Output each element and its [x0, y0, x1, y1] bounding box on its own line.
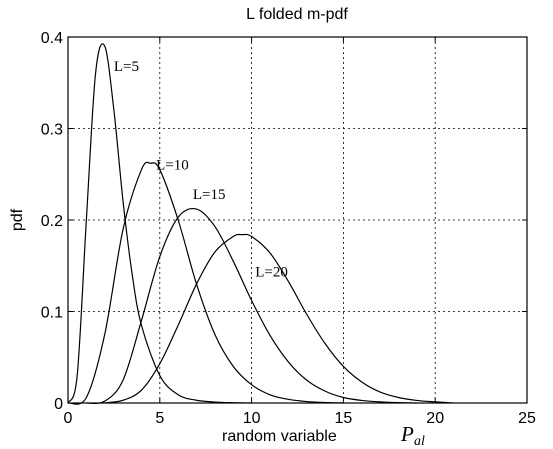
series-line-l15	[86, 207, 417, 404]
curve-label-l5: L=5	[114, 59, 139, 75]
x-tick-label: 15	[335, 410, 353, 427]
y-axis-label: pdf	[9, 208, 26, 231]
y-tick-label: 0	[54, 396, 63, 413]
axis-ticks: 0 5 10 15 20 25 0 0.1 0.2 0.3 0.4	[41, 30, 536, 427]
series-line-l5	[67, 43, 252, 404]
y-tick-label: 0.3	[41, 122, 63, 139]
y-tick-label: 0.1	[41, 305, 63, 322]
series-curves	[67, 43, 454, 405]
x-axis-symbol: P	[400, 422, 414, 446]
y-tick-label: 0.2	[41, 213, 63, 230]
chart-title: L folded m-pdf	[246, 6, 348, 23]
y-tick-label: 0.4	[41, 30, 63, 47]
grid-lines	[68, 37, 527, 403]
curve-label-l10: L=10	[156, 158, 189, 174]
x-tick-label: 0	[64, 410, 73, 427]
curve-label-l20: L=20	[255, 265, 288, 281]
x-axis-label: random variable	[222, 428, 337, 445]
x-tick-label: 20	[426, 410, 444, 427]
curve-labels: L=5 L=10L=15 L=20	[114, 59, 288, 281]
series-line-l20	[104, 233, 454, 404]
x-tick-label: 10	[243, 410, 261, 427]
series-line-l10	[67, 161, 344, 405]
curve-label-l15: L=15	[193, 187, 226, 203]
x-tick-label: 5	[155, 410, 164, 427]
x-axis-symbol-subscript: al	[414, 434, 425, 449]
x-tick-label: 25	[518, 410, 536, 427]
